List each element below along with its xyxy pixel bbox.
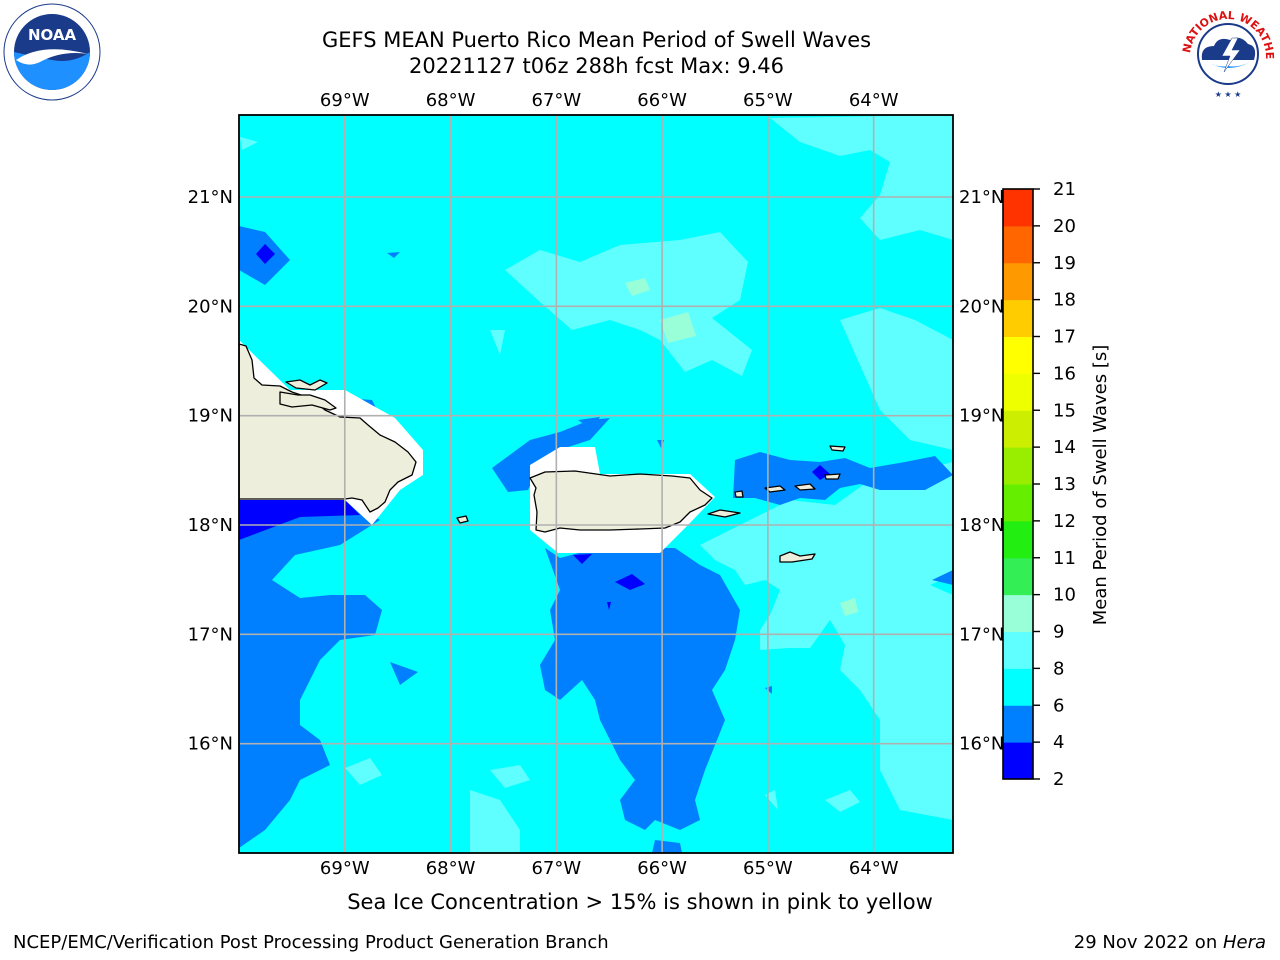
nws-logo-icon: NATIONAL WEATHER SERVICE ★ ★ ★ bbox=[1178, 2, 1276, 99]
colorbar-swatch bbox=[1003, 262, 1033, 301]
map-area bbox=[239, 115, 953, 853]
colorbar-swatch bbox=[1003, 557, 1033, 596]
lon-label: 65°W bbox=[743, 858, 793, 879]
land bbox=[239, 343, 846, 563]
colorbar-tick-label: 21 bbox=[1053, 179, 1076, 200]
swell-9-10-patches bbox=[625, 278, 858, 616]
lon-label: 69°W bbox=[320, 858, 370, 879]
colorbar-swatch bbox=[1003, 705, 1033, 743]
lat-label: 18°N bbox=[188, 515, 233, 536]
footer-machine: Hera bbox=[1222, 932, 1266, 953]
colorbar-tick-label: 4 bbox=[1053, 732, 1064, 753]
footer-left: NCEP/EMC/Verification Post Processing Pr… bbox=[13, 932, 609, 953]
lat-label: 17°N bbox=[188, 624, 233, 645]
gridlines bbox=[239, 115, 953, 853]
virgin-gorda bbox=[824, 473, 841, 480]
colorbar-swatch bbox=[1003, 299, 1033, 337]
hispaniola-land bbox=[239, 343, 417, 513]
sea-ice-note: Sea Ice Concentration > 15% is shown in … bbox=[347, 890, 933, 914]
colorbar-tick-label: 18 bbox=[1053, 290, 1076, 311]
colorbar-swatch bbox=[1003, 594, 1033, 632]
lon-label: 66°W bbox=[637, 858, 687, 879]
lat-label: 16°N bbox=[188, 734, 233, 755]
colorbar-swatch bbox=[1003, 189, 1033, 227]
colorbar-swatch bbox=[1003, 336, 1033, 374]
colorbar-swatch bbox=[1003, 631, 1033, 669]
colorbar-tick-label: 20 bbox=[1053, 216, 1076, 237]
lat-label: 20°N bbox=[959, 296, 1004, 317]
swell-8-9-patches bbox=[240, 115, 953, 853]
lon-label: 68°W bbox=[426, 90, 476, 111]
lon-labels-bottom: 69°W 68°W 67°W 66°W 65°W 64°W bbox=[320, 858, 899, 879]
lat-label: 16°N bbox=[959, 734, 1004, 755]
colorbar: 2 4 6 8 9 10 11 12 13 14 15 16 17 18 19 20 21 bbox=[1002, 179, 1076, 790]
swell-4-6-regions bbox=[239, 226, 953, 853]
colorbar-tick-label: 17 bbox=[1053, 327, 1076, 348]
noaa-logo-text: NOAA bbox=[28, 26, 77, 44]
colorbar-tick-label: 10 bbox=[1053, 585, 1076, 606]
colorbar-tick-label: 12 bbox=[1053, 511, 1076, 532]
colorbar-tick-label: 2 bbox=[1053, 769, 1064, 790]
lat-label: 18°N bbox=[959, 515, 1004, 536]
colorbar-tick-label: 6 bbox=[1053, 695, 1064, 716]
colorbar-tick-label: 15 bbox=[1053, 400, 1076, 421]
lat-labels-left: 21°N 20°N 19°N 18°N 17°N 16°N bbox=[188, 187, 233, 755]
colorbar-swatch bbox=[1003, 373, 1033, 411]
lon-label: 64°W bbox=[849, 90, 899, 111]
culebra bbox=[734, 490, 744, 498]
colorbar-swatch bbox=[1003, 742, 1033, 780]
lon-label: 67°W bbox=[531, 90, 581, 111]
lat-labels-right: 21°N 20°N 19°N 18°N 17°N 16°N bbox=[959, 187, 1004, 755]
footer-right: 29 Nov 2022 on Hera bbox=[1074, 932, 1266, 953]
tortuga-island bbox=[285, 379, 328, 391]
tortola bbox=[794, 483, 816, 491]
colorbar-tick-label: 14 bbox=[1053, 437, 1076, 458]
lat-label: 20°N bbox=[188, 296, 233, 317]
swell-2-4-patches bbox=[239, 244, 830, 610]
footer-date: 29 Nov 2022 on bbox=[1073, 932, 1223, 953]
colorbar-tick-label: 16 bbox=[1053, 363, 1076, 384]
colorbar-swatch bbox=[1003, 447, 1033, 485]
lon-labels-top: 69°W 68°W 67°W 66°W 65°W 64°W bbox=[320, 90, 899, 111]
lat-label: 19°N bbox=[959, 406, 1004, 427]
puerto-rico-land bbox=[529, 470, 713, 533]
colorbar-swatch bbox=[1003, 484, 1033, 522]
colorbar-tick-label: 11 bbox=[1053, 548, 1076, 569]
colorbar-swatch bbox=[1003, 410, 1033, 448]
lat-label: 21°N bbox=[188, 187, 233, 208]
lat-label: 21°N bbox=[959, 187, 1004, 208]
lon-label: 67°W bbox=[531, 858, 581, 879]
lon-label: 68°W bbox=[426, 858, 476, 879]
hispaniola-north-coast bbox=[279, 391, 337, 411]
lon-label: 65°W bbox=[743, 90, 793, 111]
noaa-logo-icon: NOAA bbox=[3, 3, 101, 101]
lon-label: 66°W bbox=[637, 90, 687, 111]
chart-subtitle: 20221127 t06z 288h fcst Max: 9.46 bbox=[409, 54, 784, 78]
vieques bbox=[707, 509, 741, 518]
st-croix bbox=[779, 551, 816, 563]
colorbar-label: Mean Period of Swell Waves [s] bbox=[1090, 345, 1111, 626]
mona-island bbox=[456, 515, 469, 524]
colorbar-swatch bbox=[1003, 520, 1033, 559]
chart-title: GEFS MEAN Puerto Rico Mean Period of Swe… bbox=[321, 28, 872, 52]
colorbar-tick-label: 13 bbox=[1053, 474, 1076, 495]
colorbar-tick-label: 8 bbox=[1053, 658, 1064, 679]
map-frame bbox=[238, 114, 954, 854]
lat-label: 17°N bbox=[959, 624, 1004, 645]
lon-label: 64°W bbox=[849, 858, 899, 879]
colorbar-swatch bbox=[1003, 225, 1033, 264]
lat-label: 19°N bbox=[188, 406, 233, 427]
anegada bbox=[829, 445, 846, 452]
colorbar-tick-label: 9 bbox=[1053, 622, 1064, 643]
svg-text:★ ★ ★: ★ ★ ★ bbox=[1215, 90, 1242, 99]
lon-label: 69°W bbox=[320, 90, 370, 111]
colorbar-tick-label: 19 bbox=[1053, 253, 1076, 274]
colorbar-swatch bbox=[1003, 668, 1033, 706]
